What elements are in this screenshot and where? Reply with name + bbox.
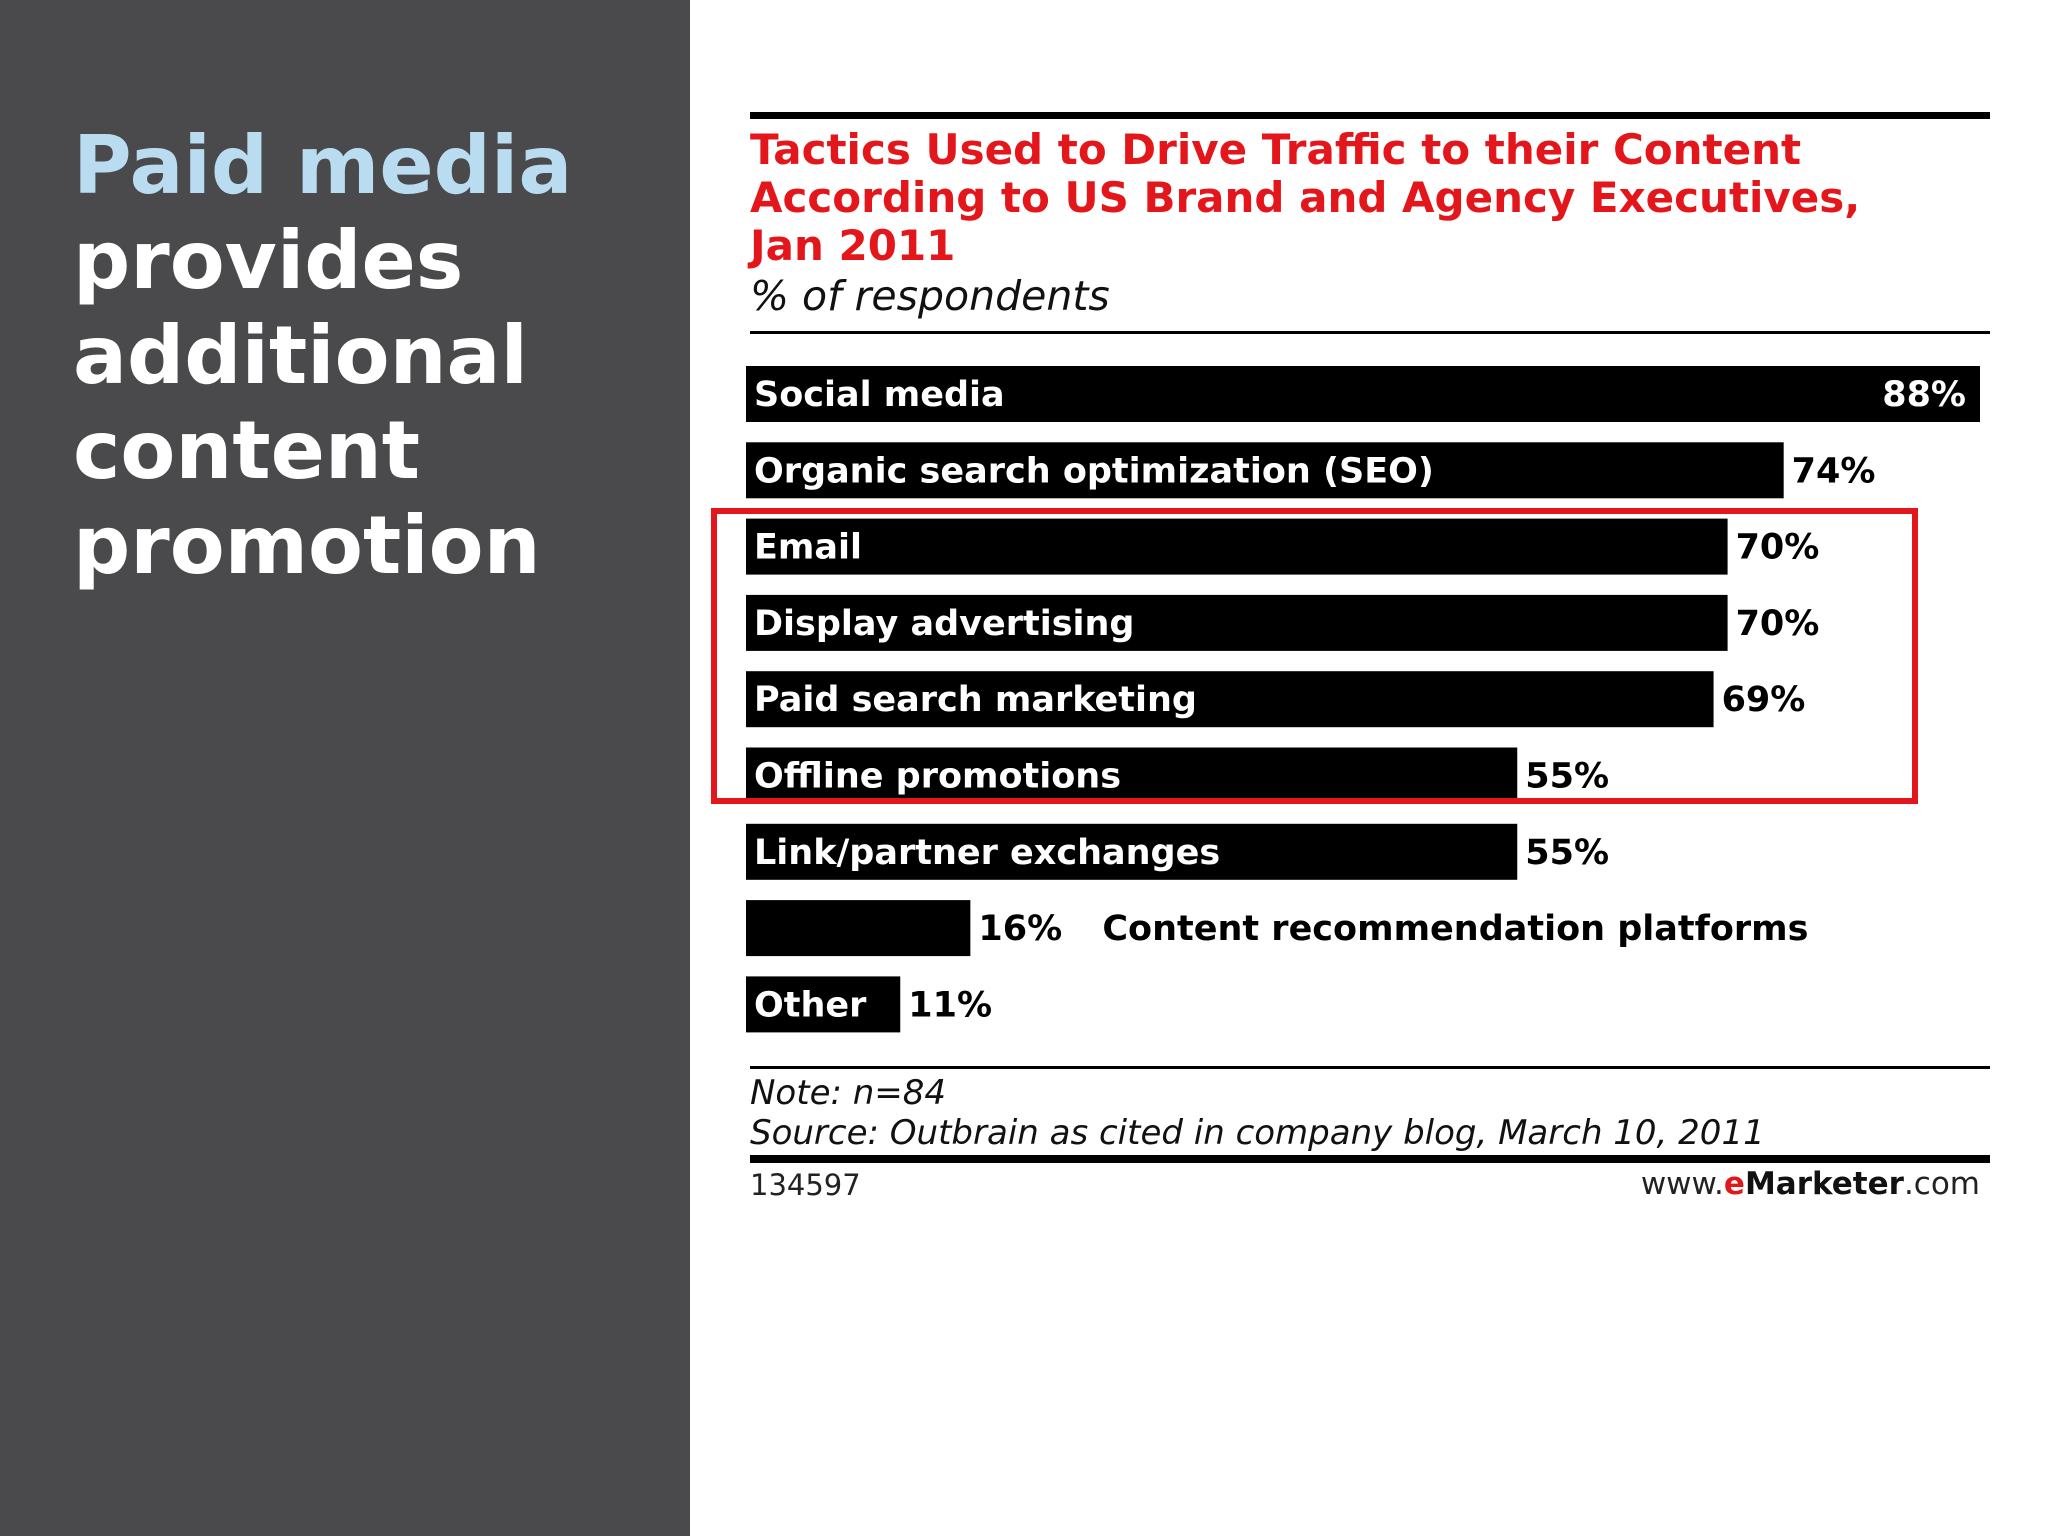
bar-display-advertising bbox=[746, 594, 1728, 651]
bar-social-media bbox=[746, 366, 1980, 422]
note-text: Note: n=84 bbox=[750, 1073, 947, 1113]
value-label-paid-search-marketing: 69% bbox=[1722, 680, 1806, 720]
logo-suffix: .com bbox=[1903, 1166, 1980, 1202]
chart-note: Note: n=84 Source: Outbrain as cited in … bbox=[750, 1073, 1765, 1153]
highlight-box bbox=[711, 508, 1918, 804]
chart-title-line-1: Tactics Used to Drive Traffic to their C… bbox=[750, 125, 1802, 174]
bar-content-recommendation-platforms bbox=[746, 900, 971, 957]
value-label-email: 70% bbox=[1736, 528, 1820, 568]
category-label-paid-search-marketing: Paid search marketing bbox=[754, 680, 1197, 720]
headline-line-1: provides bbox=[73, 214, 464, 307]
chart-title-line-2: According to US Brand and Agency Executi… bbox=[750, 173, 1861, 222]
category-label-offline-promotions: Offline promotions bbox=[754, 757, 1121, 797]
left-panel: Paid media provides additional content p… bbox=[0, 0, 690, 1536]
logo-e: e bbox=[1723, 1166, 1745, 1202]
bar-other bbox=[746, 976, 901, 1033]
value-label-display-advertising: 70% bbox=[1736, 604, 1820, 644]
category-label-organic-search-optimization-seo: Organic search optimization (SEO) bbox=[754, 451, 1434, 491]
logo-prefix: www. bbox=[1640, 1166, 1724, 1202]
subtitle-rule bbox=[750, 331, 1990, 334]
chart-subtitle: % of respondents bbox=[750, 272, 1110, 320]
logo-brand: Marketer bbox=[1744, 1166, 1904, 1202]
source-text: Source: Outbrain as cited in company blo… bbox=[750, 1113, 1765, 1153]
value-label-social-media: 88% bbox=[1882, 375, 1966, 415]
value-label-organic-search-optimization-seo: 74% bbox=[1792, 451, 1876, 491]
bar-organic-search-optimization-seo bbox=[746, 442, 1784, 499]
category-label-content-recommendation-platforms: Content recommendation platforms bbox=[1102, 909, 1808, 949]
category-label-email: Email bbox=[754, 528, 862, 568]
headline-line-2: additional bbox=[73, 309, 528, 402]
value-label-link-partner-exchanges: 55% bbox=[1525, 833, 1609, 873]
value-label-offline-promotions: 55% bbox=[1525, 757, 1609, 797]
chart-title-line-3: Jan 2011 bbox=[750, 221, 956, 270]
emarketer-logo: www.eMarketer.com bbox=[1641, 1166, 1980, 1202]
slide-headline: Paid media provides additional content p… bbox=[73, 118, 673, 593]
value-label-other: 11% bbox=[908, 985, 992, 1025]
value-label-content-recommendation-platforms: 16% bbox=[978, 909, 1062, 949]
top-rule bbox=[750, 112, 1990, 119]
bottom-rule bbox=[750, 1155, 1990, 1163]
bar-link-partner-exchanges bbox=[746, 823, 1518, 880]
bar-paid-search-marketing bbox=[746, 671, 1714, 728]
category-label-display-advertising: Display advertising bbox=[754, 604, 1135, 644]
bar-email bbox=[746, 518, 1728, 575]
headline-highlight: Paid media bbox=[73, 119, 573, 212]
chart-id: 134597 bbox=[750, 1168, 861, 1202]
category-label-link-partner-exchanges: Link/partner exchanges bbox=[754, 833, 1220, 873]
bar-offline-promotions bbox=[746, 747, 1518, 804]
headline-line-3: content bbox=[73, 404, 421, 497]
headline-line-4: promotion bbox=[73, 499, 541, 592]
note-rule bbox=[750, 1066, 1990, 1069]
category-label-social-media: Social media bbox=[754, 375, 1005, 415]
chart-title: Tactics Used to Drive Traffic to their C… bbox=[750, 126, 1990, 270]
category-label-other: Other bbox=[754, 985, 867, 1025]
